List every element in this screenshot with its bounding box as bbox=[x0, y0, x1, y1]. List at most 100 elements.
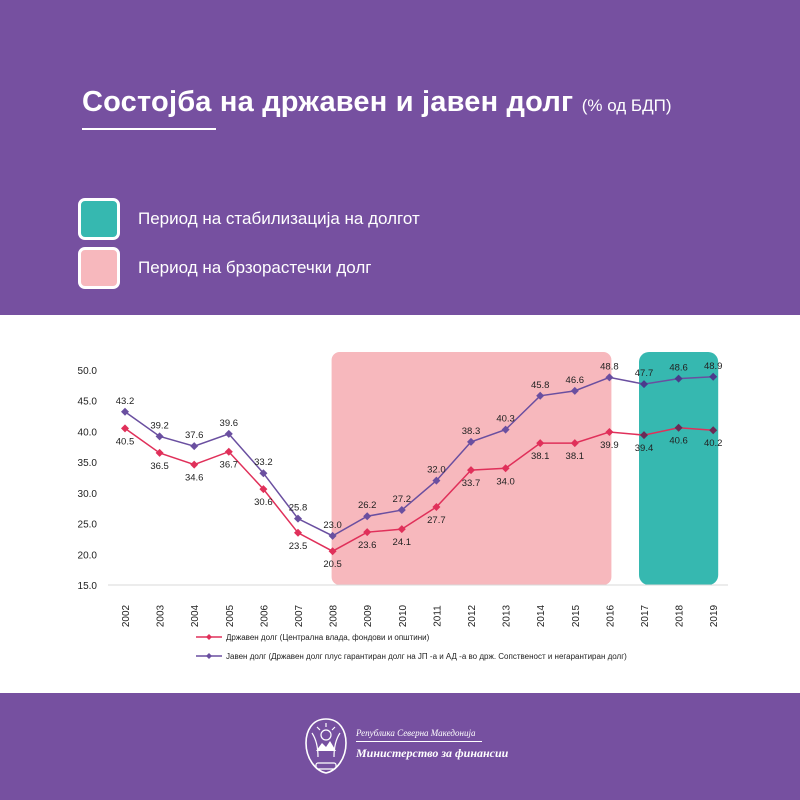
government-debt-data-label: 23.5 bbox=[289, 541, 308, 552]
public-debt-marker bbox=[501, 425, 510, 434]
government-debt-marker bbox=[224, 447, 233, 456]
government-debt-marker bbox=[467, 466, 475, 475]
public-debt-data-label: 48.6 bbox=[669, 363, 688, 374]
ministry-name: Министерство за финансии bbox=[356, 746, 509, 760]
public-debt-marker bbox=[536, 391, 545, 400]
x-tick-label: 2018 bbox=[675, 604, 686, 627]
public-debt-data-label: 46.6 bbox=[566, 375, 585, 386]
y-tick-label: 30.0 bbox=[78, 489, 98, 500]
x-tick-label: 2016 bbox=[605, 604, 616, 627]
public-debt-data-label: 45.8 bbox=[531, 380, 550, 391]
government-debt-line bbox=[124, 426, 714, 553]
legend-marker bbox=[206, 634, 212, 640]
government-debt-marker bbox=[190, 460, 199, 469]
public-debt-line bbox=[124, 376, 714, 537]
government-debt-marker bbox=[363, 528, 372, 537]
public-debt-marker bbox=[397, 506, 406, 515]
public-debt-data-label: 39.6 bbox=[220, 418, 239, 429]
public-debt-data-label: 32.0 bbox=[427, 465, 446, 476]
x-tick-label: 2009 bbox=[363, 604, 374, 627]
government-debt-data-label: 36.7 bbox=[220, 460, 239, 471]
highlight-stabilization bbox=[639, 352, 719, 585]
government-debt-data-label: 34.6 bbox=[185, 473, 204, 484]
government-debt-marker bbox=[328, 547, 337, 556]
x-tick-label: 2017 bbox=[640, 604, 651, 627]
public-debt-marker bbox=[190, 442, 199, 451]
public-debt-marker bbox=[363, 512, 372, 521]
legend-rapid-growth: Период на брзорастечки долг bbox=[78, 247, 372, 289]
header-band: Состојба на државен и јавен долг (% од Б… bbox=[0, 0, 800, 315]
public-debt-marker bbox=[259, 469, 268, 478]
x-tick-label: 2012 bbox=[467, 604, 478, 627]
legend-swatch-stabilization bbox=[78, 198, 120, 240]
page-title: Состојба на државен и јавен долг (% од Б… bbox=[82, 86, 671, 119]
public-debt-marker bbox=[328, 531, 337, 540]
x-tick-label: 2019 bbox=[709, 604, 720, 627]
coat-of-arms-icon bbox=[305, 718, 347, 774]
public-debt-marker bbox=[432, 476, 441, 485]
government-debt-data-label: 38.1 bbox=[566, 451, 585, 462]
legend-series-label: Државен долг (Централна влада, фондови и… bbox=[226, 633, 430, 642]
x-tick-label: 2015 bbox=[571, 604, 582, 627]
public-debt-data-label: 33.2 bbox=[254, 457, 273, 468]
public-debt-data-label: 38.3 bbox=[462, 426, 481, 437]
public-debt-data-label: 47.7 bbox=[635, 368, 654, 379]
public-debt-data-label: 37.6 bbox=[185, 430, 204, 441]
legend-marker bbox=[206, 653, 212, 659]
legend-series-label: Јавен долг (Државен долг плус гарантиран… bbox=[226, 652, 627, 661]
x-tick-label: 2006 bbox=[259, 604, 270, 627]
ministry-logo-text: Република Северна Македонија Министерств… bbox=[356, 728, 508, 761]
legend-stabilization: Период на стабилизација на долгот bbox=[78, 198, 420, 240]
public-debt-marker bbox=[294, 514, 302, 523]
government-debt-data-label: 34.0 bbox=[496, 476, 515, 487]
government-debt-marker bbox=[259, 485, 268, 494]
public-debt-marker bbox=[155, 432, 164, 441]
government-debt-data-label: 24.1 bbox=[393, 537, 412, 548]
government-debt-marker bbox=[640, 431, 648, 440]
y-tick-label: 35.0 bbox=[78, 458, 98, 469]
legend-label-stabilization: Период на стабилизација на долгот bbox=[138, 209, 420, 228]
government-debt-data-label: 20.5 bbox=[323, 559, 342, 570]
x-tick-label: 2014 bbox=[536, 604, 547, 627]
government-debt-data-label: 40.5 bbox=[116, 436, 135, 447]
government-debt-data-label: 33.7 bbox=[462, 478, 481, 489]
government-debt-data-label: 40.2 bbox=[704, 438, 723, 449]
government-debt-data-label: 40.6 bbox=[669, 436, 688, 447]
government-debt-marker bbox=[121, 424, 129, 433]
public-debt-marker bbox=[224, 429, 233, 438]
title-underline bbox=[82, 128, 216, 130]
government-debt-data-label: 39.4 bbox=[635, 443, 654, 454]
government-debt-marker bbox=[536, 439, 545, 448]
public-debt-data-label: 26.2 bbox=[358, 500, 377, 511]
title-subtitle: (% од БДП) bbox=[581, 96, 672, 115]
government-debt-marker bbox=[294, 528, 302, 537]
public-debt-data-label: 48.9 bbox=[704, 361, 723, 372]
public-debt-data-label: 23.0 bbox=[323, 520, 342, 531]
government-debt-marker bbox=[155, 448, 164, 457]
public-debt-data-label: 39.2 bbox=[150, 420, 169, 431]
public-debt-marker bbox=[640, 380, 648, 389]
government-debt-marker bbox=[432, 502, 441, 511]
y-tick-label: 40.0 bbox=[78, 427, 98, 438]
government-debt-marker bbox=[397, 525, 406, 534]
y-tick-label: 45.0 bbox=[78, 397, 98, 408]
public-debt-marker bbox=[467, 437, 475, 446]
government-debt-data-label: 30.6 bbox=[254, 497, 273, 508]
ministry-divider bbox=[356, 741, 482, 742]
footer-band bbox=[0, 693, 800, 800]
republic-name: Република Северна Македонија bbox=[356, 728, 476, 738]
x-tick-label: 2004 bbox=[190, 604, 201, 627]
government-debt-marker bbox=[605, 428, 614, 437]
government-debt-data-label: 36.5 bbox=[150, 461, 169, 472]
government-debt-marker bbox=[674, 423, 683, 432]
government-debt-data-label: 38.1 bbox=[531, 451, 550, 462]
x-tick-label: 2008 bbox=[329, 604, 340, 627]
public-debt-data-label: 43.2 bbox=[116, 396, 135, 407]
public-debt-data-label: 27.2 bbox=[393, 494, 412, 505]
x-tick-label: 2007 bbox=[294, 604, 305, 627]
public-debt-marker bbox=[674, 374, 683, 383]
legend-label-rapid-growth: Период на брзорастечки долг bbox=[138, 258, 372, 277]
x-tick-label: 2013 bbox=[502, 604, 513, 627]
x-tick-label: 2005 bbox=[225, 604, 236, 627]
